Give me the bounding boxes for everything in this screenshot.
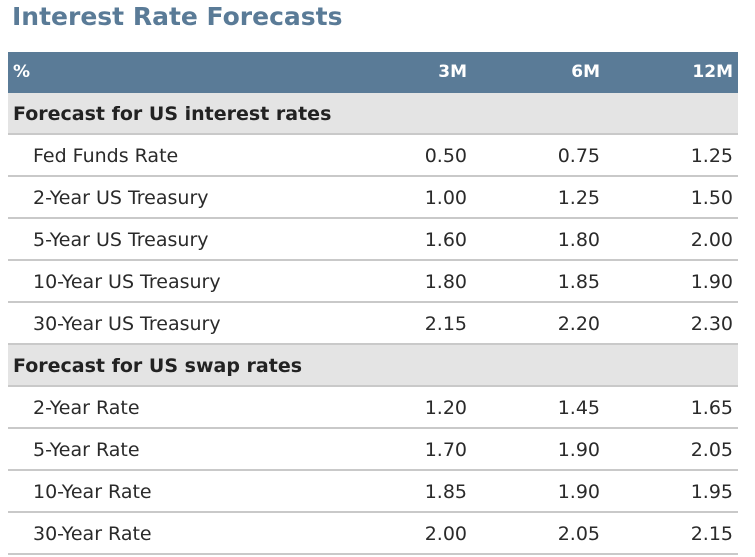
section-header-swap-rates: Forecast for US swap rates [8, 345, 738, 387]
header-cell-12m: 12M [692, 62, 733, 82]
row-label: 30-Year US Treasury [33, 313, 221, 335]
value-3m: 1.60 [424, 229, 467, 251]
value-12m: 2.00 [690, 229, 733, 251]
table-row: 5-Year US Treasury 1.60 1.80 2.00 [8, 219, 738, 261]
row-label: 30-Year Rate [33, 523, 152, 545]
value-3m: 2.00 [424, 523, 467, 545]
value-6m: 0.75 [557, 145, 600, 167]
value-6m: 2.05 [557, 523, 600, 545]
row-label: 2-Year US Treasury [33, 187, 209, 209]
value-6m: 1.90 [557, 481, 600, 503]
row-label: 10-Year Rate [33, 481, 152, 503]
section-title: Forecast for US interest rates [13, 103, 332, 125]
value-12m: 1.25 [690, 145, 733, 167]
value-6m: 1.25 [557, 187, 600, 209]
value-12m: 2.15 [690, 523, 733, 545]
value-6m: 1.90 [557, 439, 600, 461]
row-label: 5-Year US Treasury [33, 229, 209, 251]
table-row: 2-Year Rate 1.20 1.45 1.65 [8, 387, 738, 429]
section-title: Forecast for US swap rates [13, 355, 303, 377]
row-label: 5-Year Rate [33, 439, 140, 461]
value-6m: 2.20 [557, 313, 600, 335]
table-row: 10-Year Rate 1.85 1.90 1.95 [8, 471, 738, 513]
table-row: 30-Year Rate 2.00 2.05 2.15 [8, 513, 738, 555]
value-3m: 1.85 [424, 481, 467, 503]
table-row: 10-Year US Treasury 1.80 1.85 1.90 [8, 261, 738, 303]
value-3m: 2.15 [424, 313, 467, 335]
header-cell-unit: % [13, 62, 31, 82]
header-cell-3m: 3M [438, 62, 467, 82]
value-3m: 1.20 [424, 397, 467, 419]
table-row: 5-Year Rate 1.70 1.90 2.05 [8, 429, 738, 471]
value-12m: 2.30 [690, 313, 733, 335]
row-label: 2-Year Rate [33, 397, 140, 419]
value-6m: 1.85 [557, 271, 600, 293]
table-row: Fed Funds Rate 0.50 0.75 1.25 [8, 135, 738, 177]
page-title: Interest Rate Forecasts [12, 2, 343, 31]
value-12m: 1.50 [690, 187, 733, 209]
value-6m: 1.45 [557, 397, 600, 419]
value-12m: 2.05 [690, 439, 733, 461]
forecast-table: % 3M 6M 12M Forecast for US interest rat… [8, 52, 738, 555]
value-3m: 1.70 [424, 439, 467, 461]
value-6m: 1.80 [557, 229, 600, 251]
value-12m: 1.95 [690, 481, 733, 503]
row-label: Fed Funds Rate [33, 145, 179, 167]
table-header-row: % 3M 6M 12M [8, 52, 738, 93]
value-3m: 1.00 [424, 187, 467, 209]
value-12m: 1.90 [690, 271, 733, 293]
value-3m: 0.50 [424, 145, 467, 167]
section-header-interest-rates: Forecast for US interest rates [8, 93, 738, 135]
row-label: 10-Year US Treasury [33, 271, 221, 293]
value-3m: 1.80 [424, 271, 467, 293]
table-row: 30-Year US Treasury 2.15 2.20 2.30 [8, 303, 738, 345]
table-row: 2-Year US Treasury 1.00 1.25 1.50 [8, 177, 738, 219]
header-cell-6m: 6M [571, 62, 600, 82]
value-12m: 1.65 [690, 397, 733, 419]
